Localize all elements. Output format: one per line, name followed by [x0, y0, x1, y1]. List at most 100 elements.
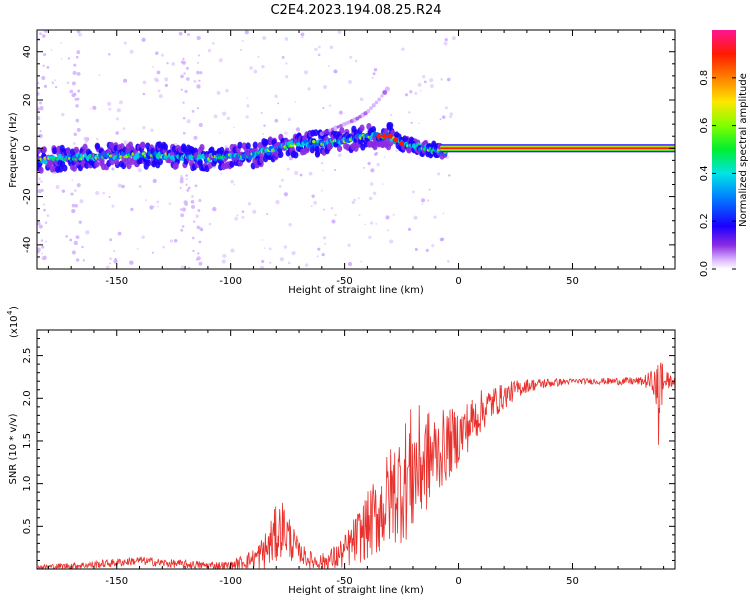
spectrogram-noise-speckle: [333, 168, 337, 171]
spectrogram-noise-streak: [185, 66, 189, 70]
spectrogram-harmonic-mark: [380, 94, 384, 98]
spectrogram-noise-speckle: [244, 30, 249, 35]
spectrogram-noise-speckle: [425, 248, 429, 252]
spectrogram-noise-speckle: [41, 252, 44, 255]
spectrogram-noise-streak: [180, 74, 184, 79]
spectrogram-noise-speckle: [253, 69, 258, 74]
spectrogram-noise-speckle: [51, 80, 54, 84]
spectrogram-noise-speckle: [359, 97, 364, 102]
spectrogram-noise-speckle: [81, 245, 84, 249]
spectrogram-noise-speckle: [262, 35, 267, 41]
spectrogram-noise-speckle: [401, 47, 405, 51]
spectrogram-noise-speckle: [220, 173, 223, 175]
spectrogram-noise-speckle: [446, 77, 451, 82]
spectrogram-noise-speckle: [96, 137, 99, 141]
spectrogram-noise-streak: [76, 183, 81, 188]
snr-multiplier-close: ): [9, 306, 20, 310]
spectrogram-noise-streak: [185, 77, 190, 81]
spectrogram-noise-speckle: [130, 207, 134, 211]
spectrogram-noise-streak: [182, 116, 186, 120]
spectrogram-noise-streak: [39, 130, 42, 133]
spectrogram-ticks: -150 -100 -50 0 50 -40 -20 0 20 40: [22, 30, 675, 287]
spectrogram-noise-speckle: [185, 177, 189, 181]
spectrogram-noise-speckle: [449, 115, 452, 119]
spectrogram-noise-speckle: [446, 259, 450, 263]
spectrogram-noise-streak: [38, 224, 43, 229]
spectrogram-noise-speckle: [85, 230, 90, 235]
spectrogram-noise-speckle: [337, 30, 342, 35]
spectrogram-noise-speckle: [158, 94, 163, 99]
spectrogram-noise-streak: [185, 183, 188, 186]
snr-x-tick-label: -150: [105, 576, 128, 587]
spectrogram-noise-streak: [196, 225, 201, 230]
spectrogram-noise-speckle: [168, 202, 172, 205]
spectrogram-noise-speckle: [208, 222, 212, 226]
spectrogram-noise-streak: [192, 249, 195, 253]
snr-x-tick-label: -100: [219, 576, 242, 587]
spectrogram-noise-speckle: [451, 36, 456, 41]
spectrogram-noise-speckle: [372, 191, 377, 196]
spectrogram-noise-speckle: [338, 110, 343, 115]
spectrogram-noise-speckle: [390, 113, 393, 117]
spectrogram-noise-speckle: [222, 111, 227, 116]
spectrogram-frame: [36, 29, 676, 270]
colorbar-label: Normalized spectral amplitude: [738, 73, 749, 227]
spectrogram-noise-speckle: [171, 61, 176, 66]
spectrogram-noise-speckle: [38, 133, 43, 139]
figure-title: C2E4.2023.194.08.25.R24: [270, 3, 441, 18]
spectrogram-noise-speckle: [141, 235, 145, 239]
spectrogram-noise-speckle: [89, 107, 92, 110]
spectrogram-noise-streak: [182, 57, 185, 61]
spectrogram-noise-speckle: [261, 239, 264, 241]
spectrogram-noise-speckle: [441, 115, 446, 119]
spectrogram-noise-speckle: [443, 41, 448, 46]
spectrogram-noise-speckle: [392, 213, 395, 216]
spectrogram-noise-speckle: [136, 247, 139, 250]
spectrogram-noise-speckle: [214, 166, 217, 168]
spectrogram-noise-speckle: [278, 184, 282, 188]
spectrogram-ridge-outer: [145, 159, 152, 167]
spectrogram-noise-speckle: [437, 172, 441, 176]
spectrogram-noise-streak: [39, 106, 44, 111]
spectrogram-noise-speckle: [439, 118, 442, 121]
spectrogram-noise-speckle: [247, 202, 252, 206]
spectrogram-noise-streak: [74, 189, 77, 192]
spectrogram-noise-speckle: [414, 247, 418, 251]
spectrogram-noise-speckle: [191, 194, 194, 198]
spectrogram-noise-speckle: [69, 238, 73, 242]
spectrogram-noise-speckle: [322, 236, 327, 240]
spectrogram-ridge-outer: [138, 157, 144, 165]
spectrogram-noise-speckle: [310, 205, 313, 208]
spectrogram-noise-speckle: [329, 45, 334, 50]
spectrogram-peak-mark: [381, 133, 387, 139]
spectrogram-noise-speckle: [123, 41, 127, 45]
spectrogram-noise-speckle: [129, 49, 134, 54]
spectrogram-noise-speckle: [78, 32, 82, 37]
snr-ticks: -150 -100 -50 0 50 0.5 1.0 1.5 2.0 2.5: [22, 330, 675, 587]
spectrogram-x-tick-label: -100: [219, 276, 242, 287]
spectrogram-noise-speckle: [138, 185, 142, 189]
spectrogram-noise-streak: [73, 240, 79, 246]
spectrogram-ridge-outer: [259, 156, 265, 164]
spectrogram-noise-speckle: [65, 235, 68, 238]
spectrogram-noise-streak: [187, 186, 191, 190]
spectrogram-ridge-outer: [52, 147, 58, 155]
spectrogram-noise-speckle: [216, 90, 221, 95]
spectrogram-noise-streak: [37, 116, 41, 121]
snr-multiplier: (x10 4 ): [6, 306, 20, 338]
spectrogram-noise-streak: [73, 63, 77, 67]
spectrogram-noise-streak: [195, 258, 199, 261]
spectrogram-noise-speckle: [82, 259, 85, 262]
spectrogram-noise-speckle: [241, 215, 245, 219]
spectrogram-noise-speckle: [249, 66, 253, 70]
spectrogram-noise-streak: [193, 135, 198, 140]
spectrogram-noise-speckle: [105, 265, 110, 269]
snr-x-tick-label: 50: [566, 576, 579, 587]
spectrogram-noise-speckle: [370, 168, 375, 173]
colorbar-tick-label: 0.8: [699, 70, 710, 86]
spectrogram-noise-speckle: [337, 153, 342, 158]
spectrogram-ridge-outer: [199, 143, 205, 151]
spectrogram-harmonic-mark: [355, 116, 360, 121]
spectrogram-noise-streak: [185, 174, 188, 177]
spectrogram-noise-streak: [179, 186, 182, 190]
